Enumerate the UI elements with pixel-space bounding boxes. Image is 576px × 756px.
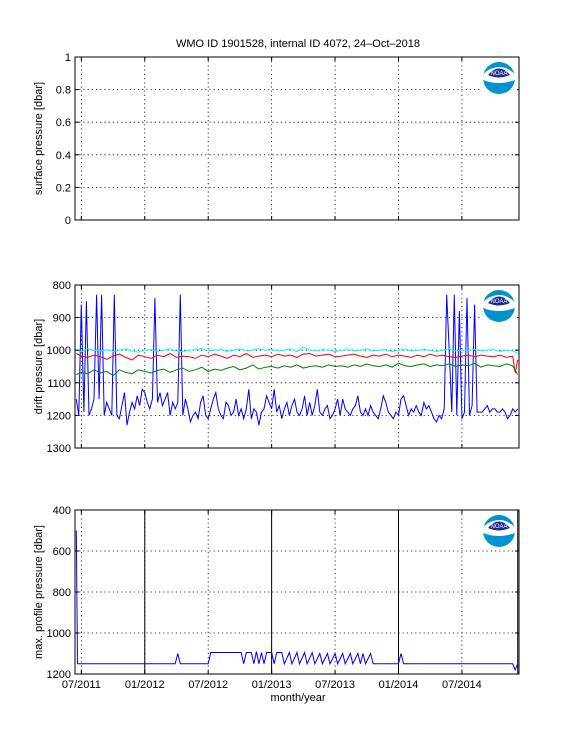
axes-frame bbox=[74, 284, 520, 449]
y-tick-label: 1000 bbox=[47, 628, 71, 640]
axes-frame bbox=[74, 509, 520, 675]
noaa-logo: NOAA bbox=[481, 513, 517, 549]
y-tick-label: 0.6 bbox=[56, 117, 71, 129]
figure-title: WMO ID 1901528, internal ID 4072, 24–Oct… bbox=[176, 38, 420, 50]
y-tick-label: 1000 bbox=[47, 345, 71, 357]
x-tick-label: 01/2014 bbox=[379, 679, 419, 691]
noaa-logo: NOAA bbox=[481, 60, 517, 96]
y-axis-label: surface pressure [dbar] bbox=[33, 82, 45, 195]
y-tick-label: 900 bbox=[53, 313, 71, 325]
noaa-logo: NOAA bbox=[481, 288, 517, 324]
logo-center bbox=[488, 521, 510, 531]
drift-pressure-axes: 800 900 1000 1100 1200 1300 drift pressure [db… bbox=[33, 280, 520, 455]
series-line-2 bbox=[76, 346, 518, 354]
x-tick-label: 01/2012 bbox=[125, 679, 165, 691]
y-tick-label: 1300 bbox=[47, 443, 71, 455]
x-tick-label: 01/2013 bbox=[252, 679, 292, 691]
logo-text: NOAA bbox=[490, 299, 507, 305]
series-line-0 bbox=[75, 530, 519, 672]
x-tick-label: 07/2012 bbox=[188, 679, 228, 691]
logo-text: NOAA bbox=[490, 524, 507, 530]
y-axis-label: drift pressure [dbar] bbox=[33, 319, 45, 414]
y-tick-label: 0 bbox=[65, 215, 71, 227]
y-tick-label: 800 bbox=[53, 587, 71, 599]
logo-center bbox=[488, 296, 510, 306]
y-tick-label: 1200 bbox=[47, 669, 71, 681]
logo-center bbox=[488, 68, 510, 78]
y-tick-label: 400 bbox=[53, 505, 71, 517]
y-tick-label: 1200 bbox=[47, 410, 71, 422]
x-tick-label: 07/2014 bbox=[442, 679, 482, 691]
x-tick-label: 07/2013 bbox=[315, 679, 355, 691]
y-tick-label: 0.2 bbox=[56, 182, 71, 194]
axes-frame bbox=[74, 56, 520, 221]
x-tick-label: 07/2011 bbox=[62, 679, 101, 691]
x-axis-label: month/year bbox=[270, 692, 325, 704]
y-tick-label: 0.8 bbox=[56, 85, 71, 97]
y-tick-label: 600 bbox=[53, 546, 71, 558]
series-line-0 bbox=[75, 294, 519, 426]
series-line-3 bbox=[76, 362, 519, 377]
series-line-1 bbox=[76, 352, 519, 374]
y-tick-label: 1100 bbox=[47, 378, 71, 390]
surface-pressure-axes: 0 0.2 0.4 0.6 0.8 1 surface pressure [dbar] NOA… bbox=[33, 52, 520, 227]
y-tick-label: 800 bbox=[53, 280, 71, 292]
y-tick-label: 1 bbox=[65, 52, 71, 64]
y-axis-label: max. profile pressure [dbar] bbox=[33, 525, 45, 659]
logo-text: NOAA bbox=[490, 71, 507, 77]
y-tick-label: 0.4 bbox=[56, 150, 71, 162]
